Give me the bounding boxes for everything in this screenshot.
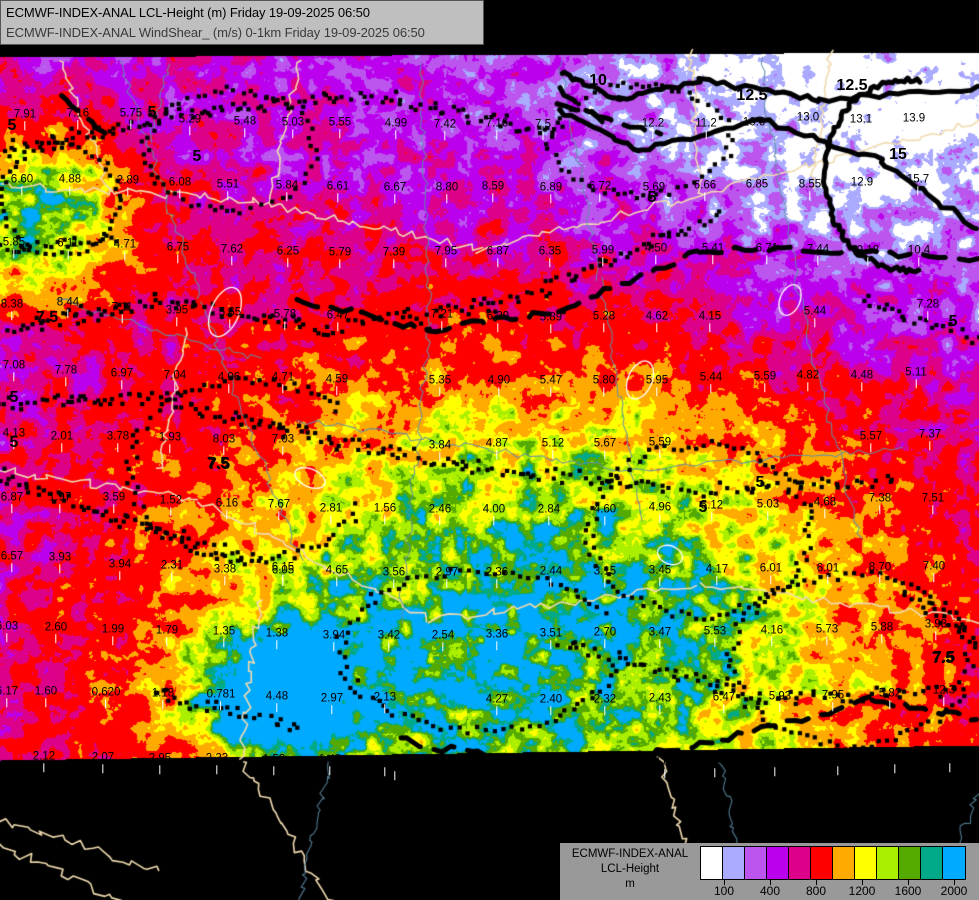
legend-swatch-4[interactable] bbox=[789, 847, 811, 879]
legend-tick-1 bbox=[770, 880, 771, 885]
legend-swatch-10[interactable] bbox=[921, 847, 943, 879]
legend-tick-label-2: 800 bbox=[805, 884, 827, 898]
color-legend[interactable]: ECMWF-INDEX-ANAL LCL-Height m 100 400 800 1… bbox=[560, 843, 979, 900]
legend-ticks: 100 400 800 1200 1600 2000 bbox=[700, 880, 968, 900]
legend-field: LCL-Height bbox=[600, 863, 660, 875]
legend-tick-label-5: 2000 bbox=[940, 884, 968, 898]
map-title-panel: ECMWF-INDEX-ANAL LCL-Height (m) Friday 1… bbox=[0, 0, 484, 45]
legend-tick-label-0: 100 bbox=[713, 884, 735, 898]
legend-tick-label-3: 1200 bbox=[848, 884, 876, 898]
legend-tick-5 bbox=[954, 880, 955, 885]
legend-swatch-11[interactable] bbox=[943, 847, 965, 879]
legend-swatch-3[interactable] bbox=[767, 847, 789, 879]
legend-caption: ECMWF-INDEX-ANAL LCL-Height m bbox=[560, 843, 700, 892]
legend-swatch-0[interactable] bbox=[701, 847, 723, 879]
title-line-windshear: ECMWF-INDEX-ANAL WindShear_ (m/s) 0-1km … bbox=[6, 25, 425, 40]
legend-swatch-1[interactable] bbox=[723, 847, 745, 879]
legend-swatch-7[interactable] bbox=[855, 847, 877, 879]
legend-model: ECMWF-INDEX-ANAL bbox=[571, 848, 689, 860]
legend-swatch-6[interactable] bbox=[833, 847, 855, 879]
legend-swatch-8[interactable] bbox=[877, 847, 899, 879]
title-line-lcl: ECMWF-INDEX-ANAL LCL-Height (m) Friday 1… bbox=[6, 5, 370, 20]
legend-tick-label-1: 400 bbox=[759, 884, 781, 898]
legend-unit: m bbox=[625, 878, 635, 890]
legend-tick-4 bbox=[908, 880, 909, 885]
legend-tick-0 bbox=[724, 880, 725, 885]
legend-swatch-9[interactable] bbox=[899, 847, 921, 879]
legend-tick-2 bbox=[816, 880, 817, 885]
legend-swatch-2[interactable] bbox=[745, 847, 767, 879]
legend-swatches[interactable] bbox=[700, 846, 966, 880]
legend-tick-3 bbox=[862, 880, 863, 885]
legend-bar: 100 400 800 1200 1600 2000 bbox=[700, 846, 968, 900]
legend-tick-label-4: 1600 bbox=[894, 884, 922, 898]
legend-swatch-5[interactable] bbox=[811, 847, 833, 879]
